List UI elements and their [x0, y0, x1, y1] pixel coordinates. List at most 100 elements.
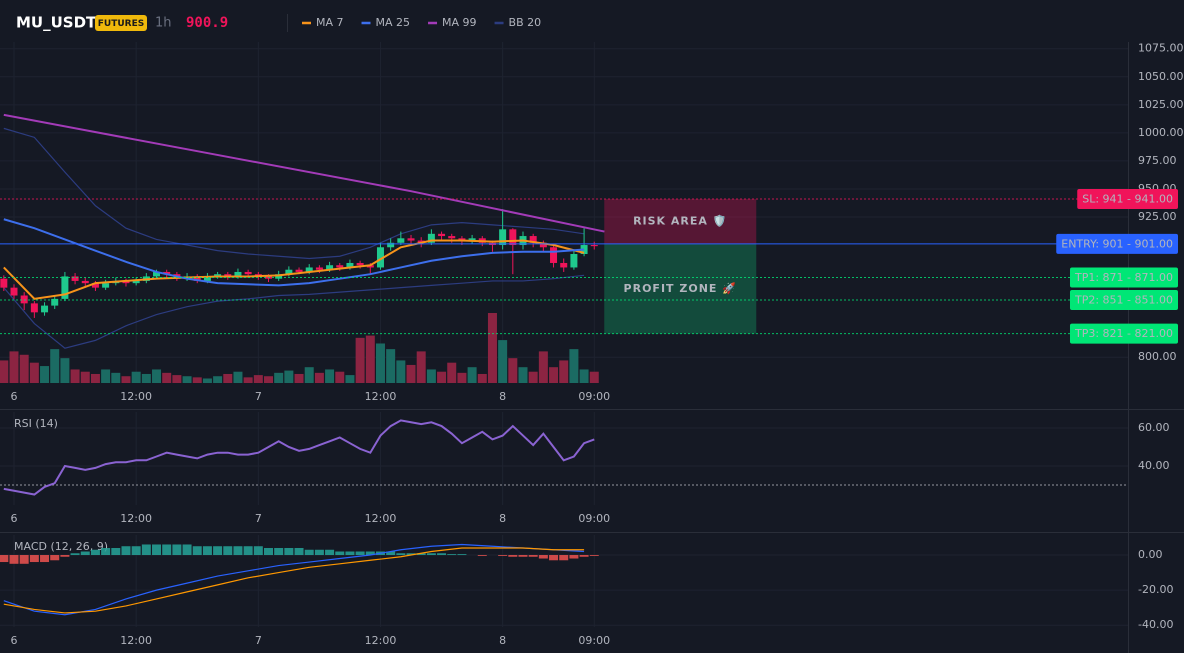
histogram-bar: [365, 551, 375, 556]
series-line: [3, 543, 585, 616]
candle-body: [244, 271, 252, 275]
candle-body: [438, 233, 446, 237]
histogram-bar: [263, 547, 273, 556]
histogram-bar: [19, 555, 29, 564]
candle-body: [91, 283, 99, 288]
band-line: [3, 127, 585, 260]
volume-bar: [152, 369, 162, 383]
histogram-bar: [172, 544, 182, 556]
y-tick-label: 800.00: [1138, 350, 1177, 363]
volume-bar: [477, 373, 487, 383]
histogram-bar: [559, 555, 569, 561]
volume-bar: [223, 373, 233, 383]
histogram-bar: [182, 544, 192, 556]
x-tick-label: 6: [10, 390, 17, 403]
x-tick-label: 12:00: [120, 634, 152, 647]
y-tick-label: 1075.00: [1138, 42, 1184, 55]
histogram-bar: [0, 555, 9, 563]
candle-body: [81, 280, 89, 284]
symbol: MU_USDT: [16, 14, 97, 32]
legend-label: MA 99: [442, 16, 477, 29]
volume-bar: [40, 366, 50, 383]
histogram-bar: [426, 553, 436, 556]
volume-bar: [141, 373, 151, 383]
histogram-bar: [29, 555, 39, 563]
candle-body: [560, 262, 568, 268]
volume-bar: [162, 372, 172, 383]
candle-body: [315, 267, 323, 270]
x-tick-label: 8: [499, 634, 506, 647]
histogram-bar: [223, 546, 233, 556]
x-tick-label: 09:00: [578, 512, 610, 525]
zone: [604, 243, 757, 334]
level-label: ENTRY: 901 - 901.00: [1061, 237, 1173, 250]
histogram-bar: [9, 555, 19, 564]
volume-bar: [355, 337, 365, 383]
volume-bar: [365, 335, 375, 383]
level-badge: [1069, 267, 1178, 288]
candle-body: [122, 280, 130, 284]
x-tick-label: 12:00: [120, 512, 152, 525]
x-tick-label: 12:00: [365, 634, 397, 647]
volume-bar: [182, 376, 192, 383]
level-badge: [1069, 289, 1178, 310]
candle-body: [305, 267, 313, 272]
last-price: 900.9: [186, 15, 228, 31]
ma-line: [3, 239, 585, 300]
volume-bar: [263, 376, 273, 383]
volume-bar: [437, 371, 447, 383]
candle-body: [366, 265, 374, 268]
x-tick-label: 8: [499, 512, 506, 525]
ma-line: [3, 218, 585, 287]
histogram-bar: [50, 555, 60, 561]
badge: FUTURES: [98, 19, 144, 29]
histogram-bar: [314, 549, 324, 556]
volume-bar: [518, 367, 528, 383]
candle-body: [41, 305, 49, 313]
histogram-bar: [498, 555, 508, 556]
candle-body: [10, 287, 18, 296]
volume-bar: [335, 371, 345, 383]
volume-bar: [559, 360, 569, 383]
histogram-bar: [213, 546, 223, 556]
histogram-bar: [416, 553, 426, 556]
histogram-bar: [274, 547, 284, 556]
volume-bar: [80, 371, 90, 383]
histogram-bar: [60, 555, 70, 557]
zone-label: RISK AREA 🛡️: [633, 214, 727, 227]
volume-bar: [253, 375, 263, 383]
badge-bg: [95, 15, 147, 31]
histogram-bar: [579, 555, 589, 557]
volume-bar: [538, 351, 548, 383]
series-line: [3, 419, 595, 496]
volume-bar: [508, 358, 518, 383]
y-tick-label: 925.00: [1138, 210, 1177, 223]
candle-body: [550, 247, 558, 263]
volume-bar: [70, 369, 80, 383]
histogram-bar: [111, 547, 121, 556]
volume-bar: [416, 351, 426, 383]
level-label: TP1: 871 - 871.00: [1074, 271, 1173, 284]
candle-body: [427, 233, 435, 243]
histogram-bar: [131, 546, 141, 556]
volume-bar: [202, 378, 212, 383]
x-tick-label: 12:00: [365, 512, 397, 525]
volume-bar: [111, 372, 121, 383]
y-tick-label: -40.00: [1138, 618, 1173, 631]
candle-body: [295, 269, 303, 272]
candle-body: [71, 276, 79, 281]
histogram-bar: [101, 547, 111, 556]
volume-bar: [386, 349, 396, 383]
zone: [604, 199, 757, 244]
y-tick-label: 1050.00: [1138, 70, 1184, 83]
y-tick-label: 60.00: [1138, 421, 1170, 434]
volume-bar: [569, 349, 579, 383]
legend-label: MA 7: [316, 16, 344, 29]
level-badge: [1077, 189, 1178, 210]
volume-bar: [467, 367, 477, 383]
histogram-bar: [396, 553, 406, 556]
x-tick-label: 12:00: [120, 390, 152, 403]
candle-body: [387, 242, 395, 248]
